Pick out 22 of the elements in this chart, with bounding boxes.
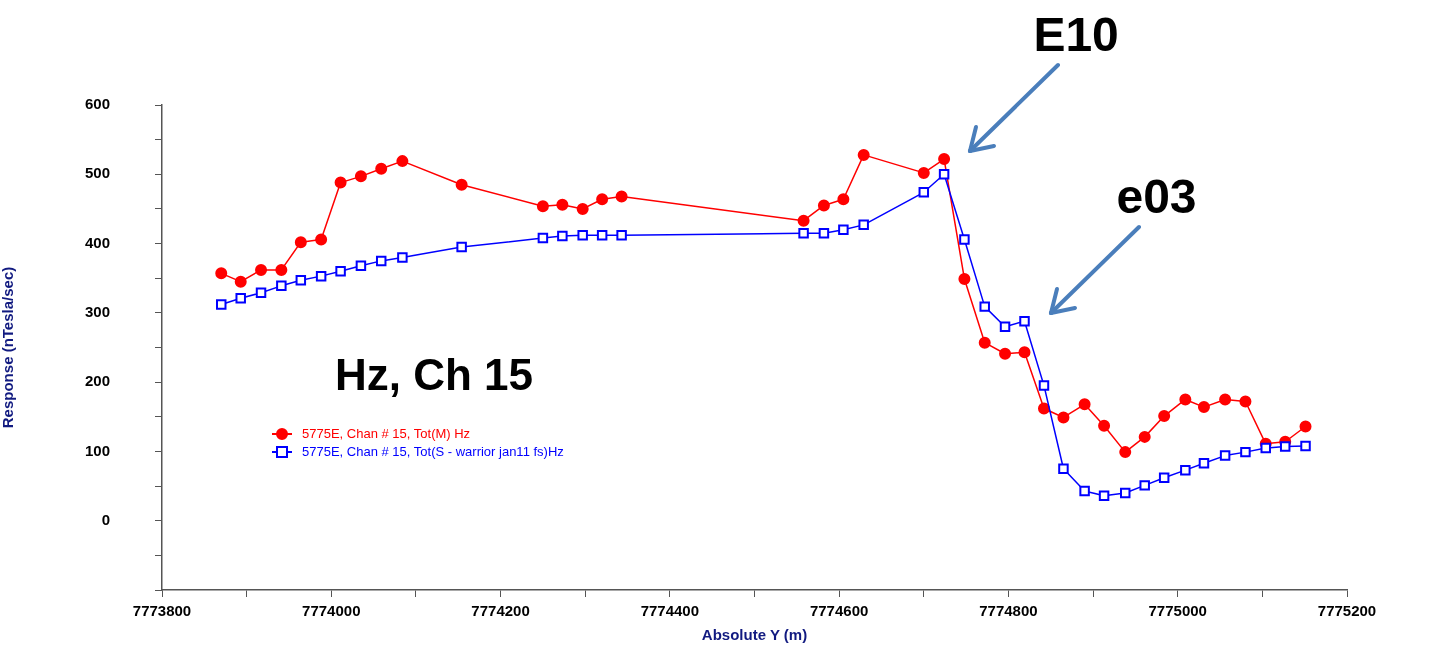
annotation: E10: [1033, 8, 1119, 62]
y-tick-label: 0: [101, 510, 110, 528]
x-tick-label: 7774000: [302, 602, 361, 620]
x-tick-label: 7775200: [1317, 602, 1377, 620]
y-tick-label: 400: [84, 233, 110, 251]
y-tick-label: 600: [84, 95, 110, 113]
annotation: Hz, Ch 15: [334, 350, 534, 400]
x-tick-label: 7774400: [640, 602, 700, 620]
x-axis-title: Absolute Y (m): [701, 626, 808, 644]
x-tick-label: 7774200: [471, 602, 530, 620]
x-tick-label: 7773800: [132, 602, 192, 620]
y-tick-label: 200: [84, 372, 110, 390]
y-tick-label: 500: [84, 164, 110, 182]
x-tick-label: 7774800: [979, 602, 1038, 620]
y-tick-label: 100: [84, 441, 110, 459]
x-tick-label: 7774600: [809, 602, 869, 620]
legend-label: 5775E, Chan # 15, Tot(S - warrior jan11 fs)Hz: [302, 443, 564, 459]
legend-label: 5775E, Chan # 15, Tot(M) Hz: [302, 425, 471, 441]
y-axis-title: Response (nTesla/sec): [0, 266, 17, 429]
annotation: e03: [1116, 170, 1197, 224]
y-tick-label: 300: [84, 303, 110, 320]
x-tick-label: 7775000: [1148, 602, 1207, 620]
